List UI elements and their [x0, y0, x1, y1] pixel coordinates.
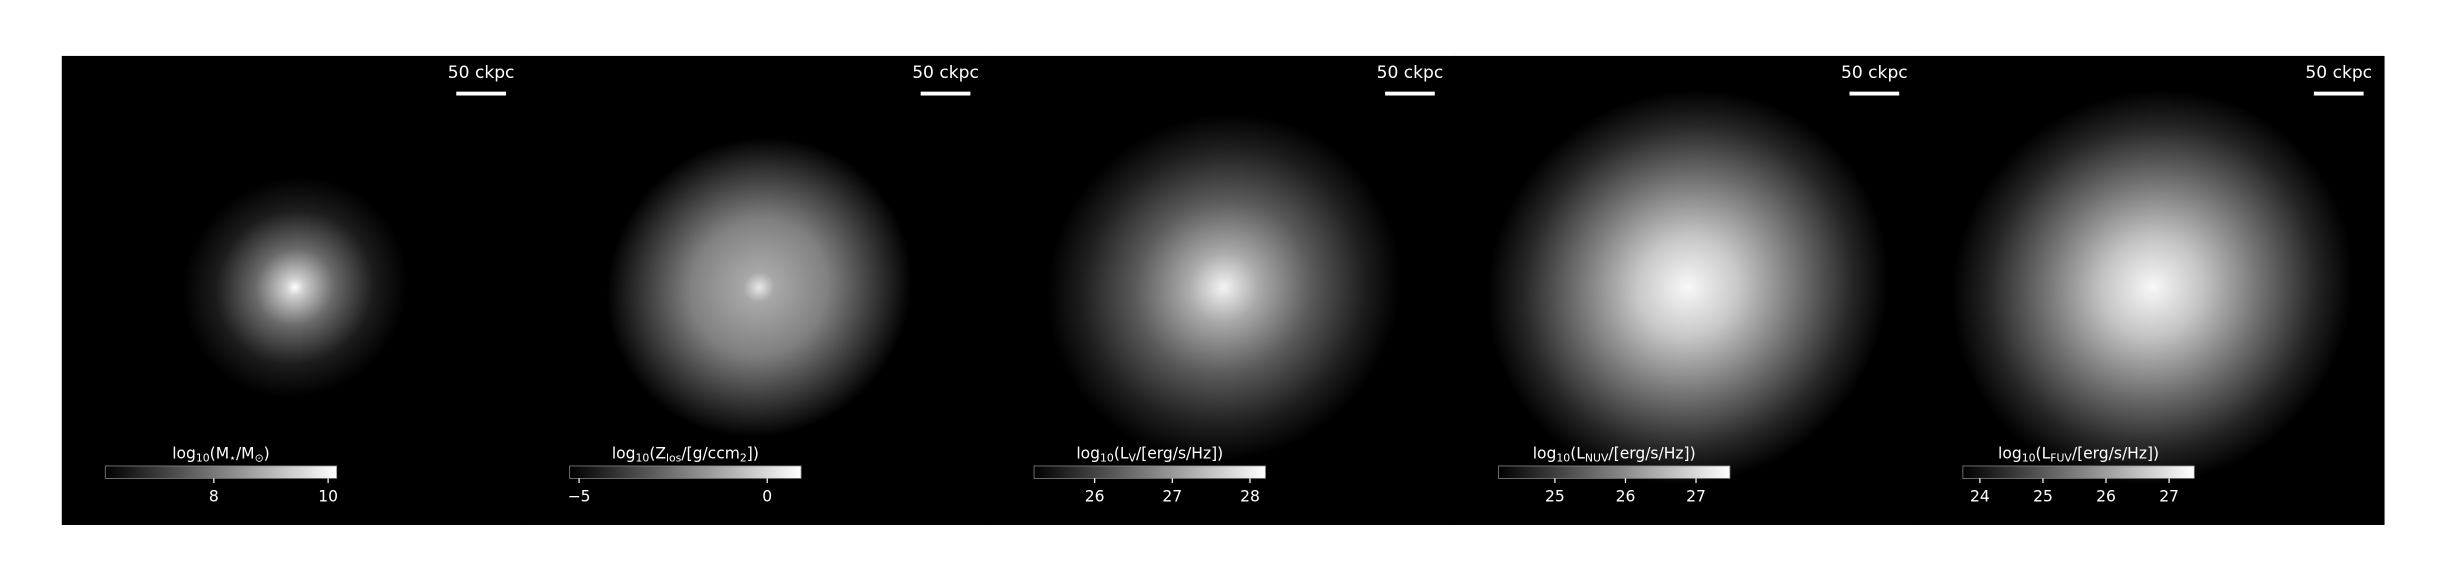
- scale-bar: [920, 91, 971, 96]
- label-text: (L: [1114, 444, 1129, 462]
- label-subscript: FUV: [2050, 451, 2072, 464]
- colorbar-tick-label: 25: [1545, 488, 1565, 506]
- colorbar-label: log10(LNUV/[erg/s/Hz]): [1533, 444, 1696, 464]
- scale-bar: [1849, 91, 1900, 96]
- colorbar-label: log10(M⋆/M⊙): [172, 444, 270, 464]
- panel: 50 ckpc log10(LV/[erg/s/Hz]) 26 27 28: [990, 55, 1456, 525]
- colorbar-tick-label: 25: [2033, 488, 2053, 506]
- galaxy-image: [1951, 89, 2354, 485]
- scale-bar: [456, 91, 506, 96]
- panel: 50 ckpc log10(LNUV/[erg/s/Hz]) 25 26 27: [1454, 55, 1921, 525]
- label-text: /[erg/s/Hz]): [2072, 444, 2159, 462]
- label-subscript: 10: [1100, 451, 1114, 464]
- colorbar-tick-label: 26: [1085, 488, 1105, 506]
- colorbar-tick-label: 10: [318, 488, 338, 506]
- scale-bar-label: 50 ckpc: [1841, 63, 1908, 83]
- galaxy-image: [606, 137, 912, 438]
- scale-bar: [2313, 91, 2364, 96]
- colorbar: [104, 465, 338, 479]
- galaxy-image: [1487, 89, 1889, 485]
- scale-bar: [1385, 91, 1435, 96]
- label-text: log: [612, 444, 636, 462]
- label-subscript: 2: [740, 451, 747, 464]
- label-text: ]): [747, 444, 759, 462]
- colorbar-tick-label: 24: [1970, 488, 1990, 506]
- label-text: (L: [1570, 444, 1585, 462]
- colorbar: [1033, 465, 1266, 479]
- label-subscript: 10: [196, 451, 210, 464]
- label-text: /[erg/s/Hz]): [1608, 444, 1695, 462]
- colorbar: [1962, 465, 2195, 479]
- label-text: (Z: [649, 444, 666, 462]
- scale-bar-label: 50 ckpc: [1377, 63, 1444, 83]
- label-text: log: [1076, 444, 1100, 462]
- label-text: log: [172, 444, 196, 462]
- colorbar-label: log10(Zlos/[g/ccm2]): [612, 444, 759, 464]
- panel: 50 ckpc log10(Zlos/[g/ccm2]) −5 0: [526, 55, 992, 525]
- label-text: /[erg/s/Hz]): [1136, 444, 1223, 462]
- scale-bar-label: 50 ckpc: [448, 63, 515, 83]
- galaxy-image: [182, 176, 408, 398]
- colorbar-tick-label: 26: [2096, 488, 2116, 506]
- galaxy-image: [1046, 113, 1401, 462]
- label-text: (M: [210, 444, 229, 462]
- colorbar: [569, 465, 802, 479]
- label-subscript: los: [666, 451, 682, 464]
- colorbar-tick-label: 26: [1616, 488, 1636, 506]
- scale-bar-label: 50 ckpc: [912, 63, 979, 83]
- panel: 50 ckpc log10(LFUV/[erg/s/Hz]) 24 25 26 27: [1919, 55, 2385, 525]
- label-text: log: [1533, 444, 1557, 462]
- colorbar-tick-label: 0: [762, 488, 772, 506]
- label-subscript: 10: [1556, 451, 1570, 464]
- colorbar-tick-label: 28: [1240, 488, 1260, 506]
- label-subscript: 10: [2022, 451, 2036, 464]
- colorbar-tick-label: −5: [568, 488, 591, 506]
- label-text: (L: [2036, 444, 2051, 462]
- label-subscript: ⋆: [229, 451, 236, 464]
- colorbar: [1498, 465, 1731, 479]
- colorbar-label: log10(LV/[erg/s/Hz]): [1076, 444, 1223, 464]
- colorbar-tick-label: 27: [2159, 488, 2179, 506]
- colorbar-tick-label: 27: [1686, 488, 1706, 506]
- label-text: ): [264, 444, 270, 462]
- label-subscript: NUV: [1585, 451, 1609, 464]
- label-text: /M: [236, 444, 255, 462]
- label-text: /[g/ccm: [681, 444, 740, 462]
- label-subscript: 10: [635, 451, 649, 464]
- colorbar-label: log10(LFUV/[erg/s/Hz]): [1998, 444, 2159, 464]
- label-text: log: [1998, 444, 2022, 462]
- label-subscript: V: [1129, 451, 1137, 464]
- scale-bar-label: 50 ckpc: [2305, 63, 2372, 83]
- label-subscript: ⊙: [255, 451, 264, 464]
- colorbar-tick-label: 8: [209, 488, 219, 506]
- colorbar-tick-label: 27: [1162, 488, 1182, 506]
